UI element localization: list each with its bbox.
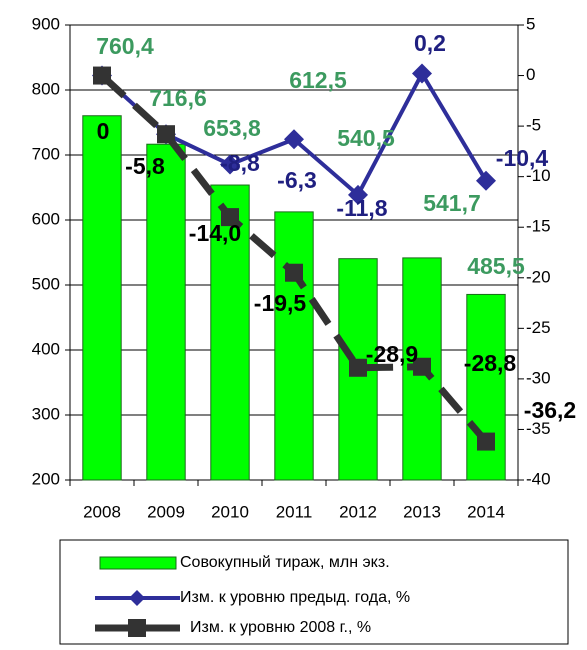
marker [93, 66, 111, 85]
y2-tick-label: 5 [526, 14, 535, 33]
y-tick-label: 200 [32, 469, 60, 488]
legend-swatch [99, 556, 177, 570]
x-tick-label: 2010 [211, 502, 249, 521]
bar [146, 143, 186, 481]
marker [476, 170, 496, 191]
x-tick-label: 2013 [403, 502, 441, 521]
bar [82, 115, 122, 481]
data-label: -6,3 [277, 167, 317, 193]
data-label: -5,8 [125, 153, 165, 179]
y2-tick-label: -40 [526, 469, 551, 488]
legend-marker [128, 619, 146, 637]
legend-marker [129, 590, 145, 606]
marker [348, 184, 368, 205]
marker [349, 358, 367, 377]
y-tick-label: 800 [32, 79, 60, 98]
y2-tick-label: -30 [526, 368, 551, 387]
y2-tick-label: -15 [526, 217, 551, 236]
data-label: -19,5 [254, 290, 307, 316]
bar [274, 211, 314, 481]
x-tick-label: 2011 [276, 502, 313, 521]
x-tick-label: 2014 [467, 502, 505, 521]
data-label: 541,7 [423, 190, 481, 216]
y-tick-label: 300 [32, 404, 60, 423]
marker [221, 208, 239, 227]
marker [413, 357, 431, 376]
bar [466, 293, 506, 481]
y-tick-label: 600 [32, 209, 60, 228]
data-label: -36,2 [524, 397, 576, 423]
y-tick-label: 700 [32, 144, 60, 163]
legend-label: Изм. к уровню предыд. года, % [180, 589, 410, 606]
y2-tick-label: -5 [526, 116, 541, 135]
y2-tick-label: -20 [526, 267, 551, 286]
bar [210, 184, 250, 481]
x-tick-label: 2009 [147, 502, 185, 521]
data-label: -8,8 [220, 150, 260, 176]
marker [284, 129, 304, 150]
data-label: 653,8 [203, 115, 261, 141]
legend-label: Совокупный тираж, млн экз. [180, 554, 390, 571]
y2-tick-label: 0 [526, 65, 535, 84]
y-tick-label: 500 [32, 274, 60, 293]
y-tick-label: 400 [32, 339, 60, 358]
marker [477, 432, 495, 451]
x-tick-label: 2008 [83, 502, 121, 521]
data-label: -10,4 [496, 145, 549, 171]
data-label: 760,4 [96, 33, 154, 59]
data-label: 612,5 [289, 67, 347, 93]
y2-tick-label: -10 [526, 166, 551, 185]
data-label: -28,9 [366, 341, 418, 367]
legend-label: Изм. к уровню 2008 г., % [190, 619, 371, 636]
data-label: 716,6 [149, 85, 207, 111]
marker [157, 125, 175, 144]
data-label: 485,5 [467, 253, 525, 279]
y-tick-label: 900 [32, 14, 60, 33]
marker [412, 63, 432, 84]
data-label: 540,5 [337, 125, 395, 151]
data-label: -28,8 [464, 350, 517, 376]
x-tick-label: 2012 [339, 502, 377, 521]
y2-tick-label: -35 [526, 419, 551, 438]
data-label: -14,0 [189, 220, 241, 246]
data-label: 0 [97, 118, 110, 144]
marker [285, 263, 303, 282]
data-label: -11,8 [336, 195, 387, 221]
data-label: 0,2 [414, 30, 446, 56]
y2-tick-label: -25 [526, 318, 551, 337]
marker [220, 154, 240, 175]
